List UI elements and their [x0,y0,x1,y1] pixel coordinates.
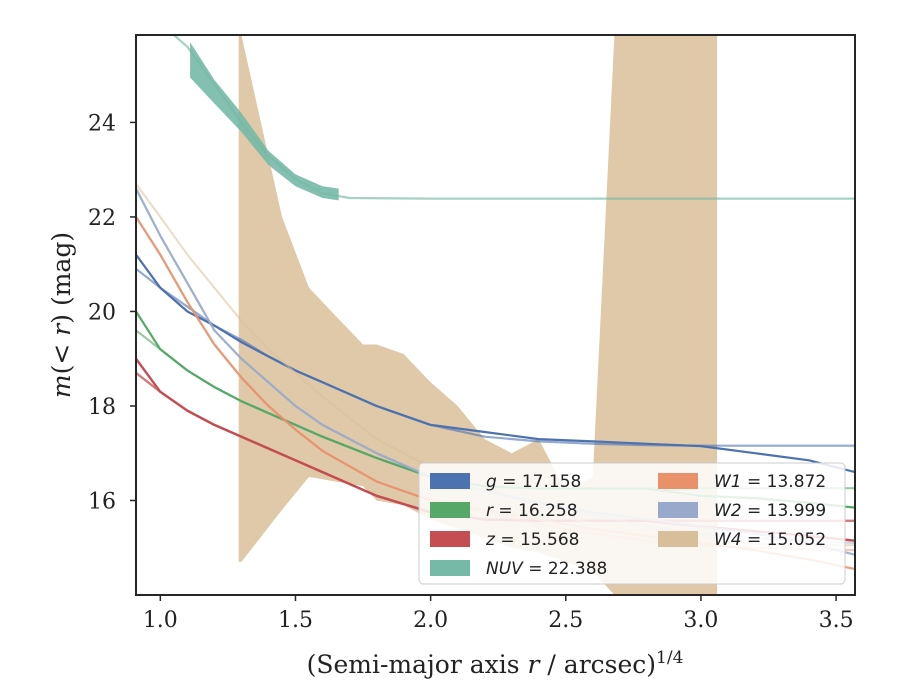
x-tick-label: 1.0 [143,608,178,633]
legend-label: r = 16.258 [486,501,578,521]
y-tick-label: 16 [88,489,116,514]
legend-swatch [658,473,698,489]
legend-label: z = 15.568 [485,530,579,550]
w4-band [238,35,718,595]
x-tick-label: 1.5 [278,608,313,633]
legend-swatch [658,502,698,518]
y-axis-label: m(< r) (mag) [47,232,76,398]
x-tick-label: 3.5 [819,608,854,633]
y-tick-label: 18 [88,395,116,420]
legend-label: W2 = 13.999 [714,501,826,521]
x-tick-label: 3.0 [683,608,718,633]
legend-label: g = 17.158 [486,472,581,492]
legend-swatch [430,502,470,518]
legend-swatch [430,473,470,489]
y-tick-label: 22 [88,206,116,231]
legend-swatch [658,531,698,547]
x-tick-label: 2.0 [413,608,448,633]
legend-swatch [430,560,470,576]
y-tick-label: 24 [88,111,116,136]
nuv-curve-of-growth-line [173,35,855,200]
legend-label: W1 = 13.872 [714,472,826,492]
x-axis-label: (Semi-major axis r / arcsec)1/4 [307,648,684,679]
legend-swatch [430,531,470,547]
plot-frame [135,34,856,596]
x-tick-label: 2.5 [548,608,583,633]
y-tick-label: 20 [88,300,116,325]
legend-label: NUV = 22.388 [486,559,607,579]
legend-label: W4 = 15.052 [714,530,826,550]
legend: g = 17.158 r = 16.258 z = 15.568 NUV = 22.3… [418,462,846,585]
legend-box [418,462,846,585]
